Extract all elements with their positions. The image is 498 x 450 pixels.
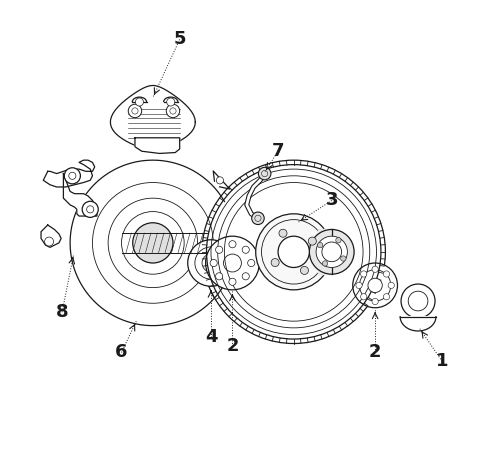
Circle shape <box>242 273 249 280</box>
Circle shape <box>188 240 234 286</box>
Text: 3: 3 <box>326 191 338 209</box>
Polygon shape <box>63 174 97 216</box>
Text: 8: 8 <box>56 303 68 321</box>
Circle shape <box>361 271 367 277</box>
Circle shape <box>216 273 223 280</box>
Polygon shape <box>135 138 180 153</box>
Text: 1: 1 <box>436 352 449 370</box>
Polygon shape <box>400 317 436 331</box>
Circle shape <box>336 238 341 243</box>
Circle shape <box>317 243 323 248</box>
Circle shape <box>216 177 224 184</box>
Circle shape <box>167 98 175 106</box>
Circle shape <box>210 260 217 266</box>
Circle shape <box>279 229 287 237</box>
Polygon shape <box>111 86 195 150</box>
Circle shape <box>248 260 255 266</box>
Polygon shape <box>70 160 225 326</box>
Circle shape <box>341 256 346 261</box>
Circle shape <box>372 298 378 305</box>
Text: 6: 6 <box>116 343 128 361</box>
Circle shape <box>368 278 382 293</box>
Circle shape <box>229 241 236 248</box>
Circle shape <box>258 167 271 180</box>
Circle shape <box>242 246 249 253</box>
Circle shape <box>388 282 394 288</box>
Circle shape <box>308 237 316 245</box>
Circle shape <box>316 236 348 267</box>
Circle shape <box>202 254 220 272</box>
Circle shape <box>82 201 98 217</box>
Circle shape <box>45 237 54 246</box>
Text: 5: 5 <box>173 31 186 49</box>
Circle shape <box>322 242 342 261</box>
Text: 4: 4 <box>205 328 217 346</box>
Circle shape <box>216 246 223 253</box>
Polygon shape <box>41 225 61 248</box>
Circle shape <box>135 98 143 106</box>
Circle shape <box>383 271 389 277</box>
Circle shape <box>353 263 397 308</box>
Text: 7: 7 <box>272 142 284 160</box>
Circle shape <box>166 104 180 117</box>
Circle shape <box>401 284 435 318</box>
Circle shape <box>278 236 309 267</box>
Circle shape <box>206 236 259 290</box>
Circle shape <box>202 160 385 343</box>
Text: 2: 2 <box>369 343 381 361</box>
Circle shape <box>309 230 354 274</box>
Circle shape <box>356 282 362 288</box>
Circle shape <box>383 294 389 300</box>
Circle shape <box>133 223 173 263</box>
Circle shape <box>300 266 308 274</box>
Text: 2: 2 <box>226 337 239 355</box>
Circle shape <box>322 261 328 266</box>
Circle shape <box>64 168 80 184</box>
Circle shape <box>271 259 279 266</box>
Circle shape <box>251 212 264 225</box>
Polygon shape <box>43 160 95 187</box>
Circle shape <box>128 104 141 117</box>
Circle shape <box>361 294 367 300</box>
Circle shape <box>372 266 378 272</box>
Circle shape <box>255 214 332 290</box>
Circle shape <box>229 278 236 285</box>
Polygon shape <box>318 230 332 274</box>
